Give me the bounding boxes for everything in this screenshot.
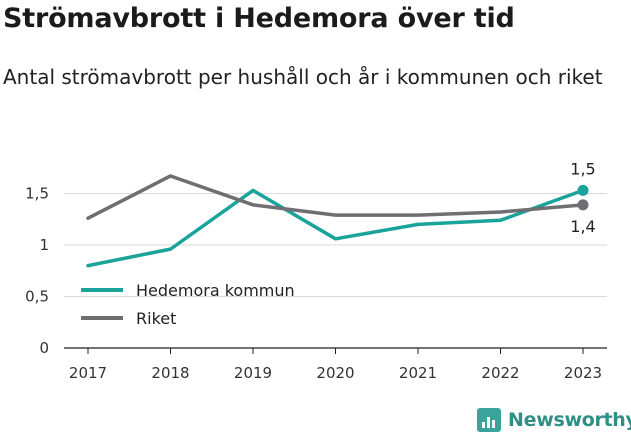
- y-tick-label: 1,5: [25, 185, 49, 203]
- x-tick-label: 2022: [481, 364, 519, 382]
- legend: Hedemora kommun Riket: [81, 281, 295, 328]
- series-end-point-2: [577, 199, 589, 211]
- x-tick-label: 2023: [564, 364, 602, 382]
- series-line-2: [86, 174, 585, 220]
- x-tick-label: 2021: [399, 364, 437, 382]
- series-end-label-2: 1,4: [570, 217, 595, 236]
- chart-title: Strömavbrott i Hedemora över tid: [3, 3, 515, 34]
- y-tick-label: 1: [39, 236, 49, 254]
- x-tick-label: 2017: [69, 364, 107, 382]
- legend-swatch-1: [81, 288, 123, 292]
- series-end-markers: 1,5 1,4: [570, 159, 595, 235]
- chart-subtitle: Antal strömavbrott per hushåll och år i …: [3, 65, 603, 89]
- series-lines: [86, 174, 585, 268]
- x-tick-label: 2018: [151, 364, 189, 382]
- newsworthy-logo: Newsworthy: [477, 405, 631, 435]
- x-axis: 2017 2018 2019 2020 2021 2022 2023: [69, 348, 602, 382]
- series-end-point-1: [577, 184, 589, 196]
- series-line-1: [86, 188, 585, 268]
- x-tick-label: 2020: [316, 364, 354, 382]
- x-tick-label: 2019: [234, 364, 272, 382]
- y-tick-label: 0: [39, 339, 49, 357]
- series-end-label-1: 1,5: [570, 159, 595, 178]
- legend-swatch-2: [81, 316, 123, 320]
- legend-label-2: Riket: [136, 309, 176, 328]
- logo-text: Newsworthy: [508, 409, 631, 431]
- y-tick-label: 0,5: [25, 288, 49, 306]
- logo-bar-chart-icon: [477, 408, 501, 432]
- legend-label-1: Hedemora kommun: [136, 281, 295, 300]
- y-axis-labels: 0 0,5 1 1,5: [25, 185, 49, 358]
